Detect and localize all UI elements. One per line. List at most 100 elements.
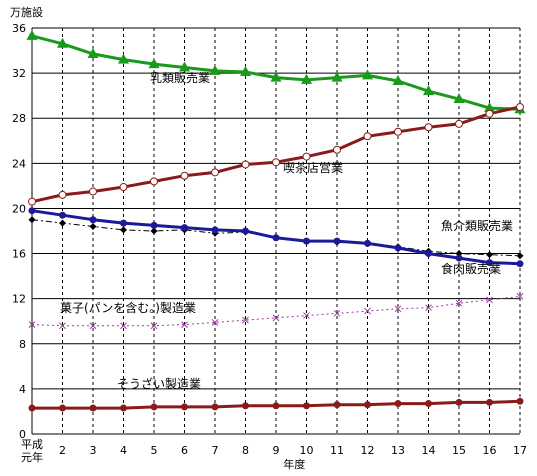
series-point — [272, 314, 280, 322]
x-tick-label: 11 — [330, 444, 344, 457]
x-tick-label-first-line1: 平成 — [21, 438, 43, 451]
series-point — [516, 260, 524, 268]
series-point — [28, 197, 36, 206]
series-point — [364, 239, 371, 247]
series-point — [150, 403, 158, 411]
series-point — [89, 322, 97, 330]
series-point — [516, 102, 524, 111]
x-tick-label: 12 — [361, 444, 375, 457]
series-point — [270, 71, 282, 82]
x-tick-label: 15 — [452, 444, 466, 457]
y-tick-label: 20 — [12, 202, 26, 215]
series-point — [120, 404, 127, 412]
series-labels: 乳類販売業喫茶店営業魚介類販売業食肉販売業菓子(パンを含む。)製造業そうざい製造… — [60, 70, 513, 391]
series-label-5: そうざい製造業 — [117, 376, 201, 391]
series-point — [120, 226, 127, 234]
series-point — [119, 183, 128, 192]
series-label-4: 菓子(パンを含む。)製造業 — [60, 300, 196, 315]
series-point — [486, 398, 493, 406]
series-point — [179, 61, 190, 72]
x-tick-label-first-line2: 元年 — [21, 450, 43, 464]
series-point — [424, 123, 433, 132]
y-axis-title: 万施設 — [10, 5, 43, 19]
series-point — [362, 69, 373, 80]
series-point — [211, 318, 219, 326]
series-point — [59, 404, 66, 412]
series-point — [455, 299, 463, 307]
series-point — [242, 316, 249, 324]
series-point — [211, 168, 219, 177]
series-point — [28, 404, 36, 412]
series-point — [89, 216, 97, 224]
series-point — [363, 132, 372, 141]
y-tick-label: 4 — [19, 383, 26, 396]
series-point — [59, 322, 66, 330]
series-point — [26, 29, 38, 40]
series-point — [453, 93, 465, 104]
series-point — [333, 145, 341, 154]
series-point — [272, 234, 280, 242]
series-point — [303, 312, 310, 319]
series-point — [516, 397, 524, 405]
x-tick-label: 16 — [483, 444, 497, 457]
series-point — [516, 252, 524, 260]
series-point — [242, 227, 249, 235]
series-point — [120, 322, 127, 330]
series-point — [333, 401, 341, 409]
x-tick-label: 10 — [300, 444, 314, 457]
chart-axes — [31, 28, 520, 435]
series-line-2 — [31, 219, 521, 257]
x-tick-label: 4 — [120, 444, 127, 457]
series-point — [211, 403, 219, 411]
x-tick-label: 8 — [242, 444, 249, 457]
series-point — [89, 404, 97, 412]
series-point — [364, 307, 371, 315]
y-tick-label: 24 — [12, 157, 26, 170]
series-point — [272, 158, 280, 167]
series-point — [89, 222, 97, 230]
series-point — [455, 119, 463, 128]
series-label-0: 乳類販売業 — [150, 70, 210, 85]
series-point — [150, 322, 158, 330]
series-point — [303, 237, 310, 245]
series-point — [333, 237, 341, 245]
y-tick-label: 8 — [19, 338, 26, 351]
series-point — [425, 400, 432, 408]
x-tick-label: 3 — [90, 444, 97, 457]
series-point — [394, 400, 402, 408]
series-point — [516, 293, 524, 300]
x-tick-label: 13 — [391, 444, 405, 457]
series-point — [150, 221, 158, 229]
series-markers — [26, 29, 526, 412]
series-point — [455, 398, 463, 406]
series-label-2: 魚介類販売業 — [441, 218, 513, 233]
series-point — [486, 296, 493, 304]
series-point — [181, 224, 188, 232]
series-point — [150, 227, 158, 235]
series-point — [87, 47, 99, 58]
x-tick-label: 9 — [273, 444, 280, 457]
x-tick-label: 5 — [151, 444, 158, 457]
series-point — [118, 53, 129, 64]
series-point — [59, 219, 66, 227]
series-point — [425, 250, 432, 258]
series-point — [333, 309, 341, 317]
y-tick-label: 0 — [19, 428, 26, 441]
series-point — [150, 177, 158, 186]
x-tick-label: 2 — [59, 444, 66, 457]
series-point — [425, 304, 432, 312]
series-point — [89, 187, 97, 196]
series-point — [485, 109, 494, 118]
series-point — [120, 219, 127, 227]
series-point — [364, 401, 371, 409]
series-label-3: 食肉販売業 — [441, 261, 501, 276]
series-point — [486, 259, 493, 267]
series-point — [455, 254, 463, 262]
x-tick-label: 14 — [422, 444, 436, 457]
series-point — [59, 211, 66, 219]
series-line-4 — [31, 295, 521, 327]
series-point — [28, 216, 36, 224]
series-point — [181, 321, 188, 328]
